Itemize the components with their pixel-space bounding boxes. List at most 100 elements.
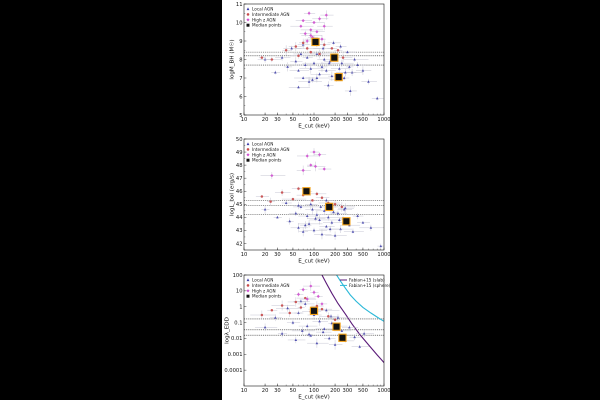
legend-marker-local bbox=[246, 278, 250, 282]
legend-label: Intermediate AGN bbox=[252, 12, 290, 17]
legend-label: Intermediate AGN bbox=[252, 147, 290, 152]
local-agn-point bbox=[362, 332, 366, 335]
highz-agn-point bbox=[305, 154, 309, 158]
intermediate-agn-point bbox=[320, 307, 324, 311]
x-tick-label: 1000 bbox=[377, 252, 390, 258]
y-axis-label: logλ_EDD bbox=[225, 317, 231, 344]
chart-panel-3: 10 20 30 50 100 200 300 500 1000 0.0001 0.001 0.01 0… bbox=[224, 273, 390, 400]
local-agn-point bbox=[325, 224, 328, 228]
local-agn-point bbox=[333, 343, 337, 346]
local-agn-point bbox=[321, 330, 325, 334]
local-agn-point bbox=[303, 63, 307, 67]
local-agn-point bbox=[356, 63, 359, 67]
legend-marker-intermediate bbox=[246, 148, 250, 151]
highz-agn-point bbox=[312, 20, 316, 25]
y-axis-label: logM_BH (M☉) bbox=[230, 39, 236, 79]
local-agn-point bbox=[315, 341, 319, 345]
chart-panel-2: 10 20 30 50 100 200 300 500 1000 42 43 44 45 46 47 48 49… bbox=[230, 137, 391, 265]
y-axis-label: logL_bol (erg/s) bbox=[230, 173, 236, 216]
highz-agn-point bbox=[299, 24, 303, 28]
local-agn-point bbox=[305, 214, 309, 218]
legend-label: Fabian+15 (sphere) bbox=[349, 283, 390, 288]
local-agn-point bbox=[290, 46, 293, 50]
local-agn-point bbox=[303, 223, 307, 227]
x-tick-label: 50 bbox=[290, 388, 297, 394]
local-agn-point bbox=[338, 218, 341, 221]
highz-agn-point bbox=[305, 297, 309, 301]
y-tick-label: 43 bbox=[236, 228, 243, 234]
intermediate-agn-point bbox=[327, 315, 330, 318]
local-agn-point bbox=[309, 202, 313, 206]
x-tick-label: 1000 bbox=[377, 388, 390, 394]
legend-marker-highz bbox=[246, 289, 250, 293]
local-agn-point bbox=[311, 78, 314, 81]
local-agn-point bbox=[274, 316, 277, 319]
local-agn-point bbox=[284, 201, 288, 204]
local-agn-point bbox=[305, 56, 309, 59]
highz-agn-point bbox=[320, 37, 324, 41]
y-tick-label: 0.01 bbox=[231, 336, 243, 342]
y-tick-label: 8 bbox=[239, 57, 242, 63]
legend-label: Median points bbox=[252, 158, 281, 163]
local-agn-point bbox=[312, 61, 316, 65]
intermediate-agn-point bbox=[269, 200, 272, 203]
legend-label: Local AGN bbox=[252, 142, 273, 147]
x-tick-label: 10 bbox=[241, 388, 248, 394]
highz-agn-point bbox=[270, 173, 274, 178]
local-agn-point bbox=[321, 46, 325, 50]
highz-agn-point bbox=[301, 19, 305, 23]
x-tick-label: 10 bbox=[241, 117, 248, 123]
local-agn-point bbox=[328, 227, 332, 231]
local-agn-point bbox=[280, 332, 284, 335]
local-agn-point bbox=[348, 325, 351, 329]
intermediate-agn-point bbox=[341, 56, 345, 59]
local-agn-point bbox=[348, 65, 351, 68]
legend-marker-local bbox=[246, 142, 250, 146]
local-agn-point bbox=[353, 58, 356, 61]
intermediate-agn-point bbox=[297, 187, 300, 190]
x-tick-label: 500 bbox=[358, 252, 368, 258]
local-agn-point bbox=[294, 211, 298, 215]
highz-agn-point bbox=[305, 39, 309, 43]
highz-agn-point bbox=[309, 28, 313, 32]
local-agn-point bbox=[342, 208, 346, 211]
intermediate-agn-point bbox=[280, 191, 284, 194]
intermediate-agn-point bbox=[260, 313, 264, 317]
figure-panel: 10 20 30 50 100 200 300 500 1000 5 6 7 8 9 10 11 E_cut (… bbox=[222, 0, 390, 400]
local-agn-point bbox=[297, 85, 300, 89]
y-tick-label: 9 bbox=[239, 39, 242, 45]
intermediate-agn-point bbox=[333, 203, 337, 206]
local-agn-point bbox=[379, 244, 383, 248]
local-agn-point bbox=[263, 58, 267, 61]
x-tick-label: 200 bbox=[330, 252, 340, 258]
chart-panel-1: 10 20 30 50 100 200 300 500 1000 5 6 7 8 9 10 11 E_cut (… bbox=[230, 2, 391, 130]
median-point bbox=[309, 306, 319, 315]
local-agn-point bbox=[286, 306, 289, 310]
x-tick-label: 300 bbox=[342, 117, 352, 123]
intermediate-agn-point bbox=[333, 318, 337, 322]
median-point bbox=[311, 37, 320, 47]
x-tick-label: 20 bbox=[262, 388, 269, 394]
local-agn-point bbox=[307, 80, 311, 83]
intermediate-agn-point bbox=[309, 50, 313, 54]
curve-fabian-sphere bbox=[336, 275, 384, 322]
x-tick-label: 100 bbox=[309, 252, 319, 258]
y-tick-label: 7 bbox=[239, 76, 242, 82]
local-agn-point bbox=[301, 76, 305, 79]
highz-agn-point bbox=[315, 30, 319, 34]
y-tick-label: 6 bbox=[239, 94, 242, 100]
y-tick-label: 42 bbox=[236, 241, 243, 247]
local-agn-point bbox=[342, 76, 346, 79]
local-agn-point bbox=[340, 329, 344, 332]
x-tick-label: 50 bbox=[290, 117, 297, 123]
median-point bbox=[325, 202, 334, 212]
y-tick-label: 0.1 bbox=[234, 320, 242, 326]
x-tick-label: 500 bbox=[358, 117, 368, 123]
intermediate-agn-point bbox=[340, 205, 344, 209]
local-agn-point bbox=[336, 316, 340, 319]
local-agn-point bbox=[348, 89, 352, 92]
local-agn-point bbox=[339, 227, 342, 231]
local-agn-point bbox=[280, 56, 284, 59]
local-agn-point bbox=[297, 311, 300, 315]
legend-marker-highz bbox=[246, 18, 250, 22]
